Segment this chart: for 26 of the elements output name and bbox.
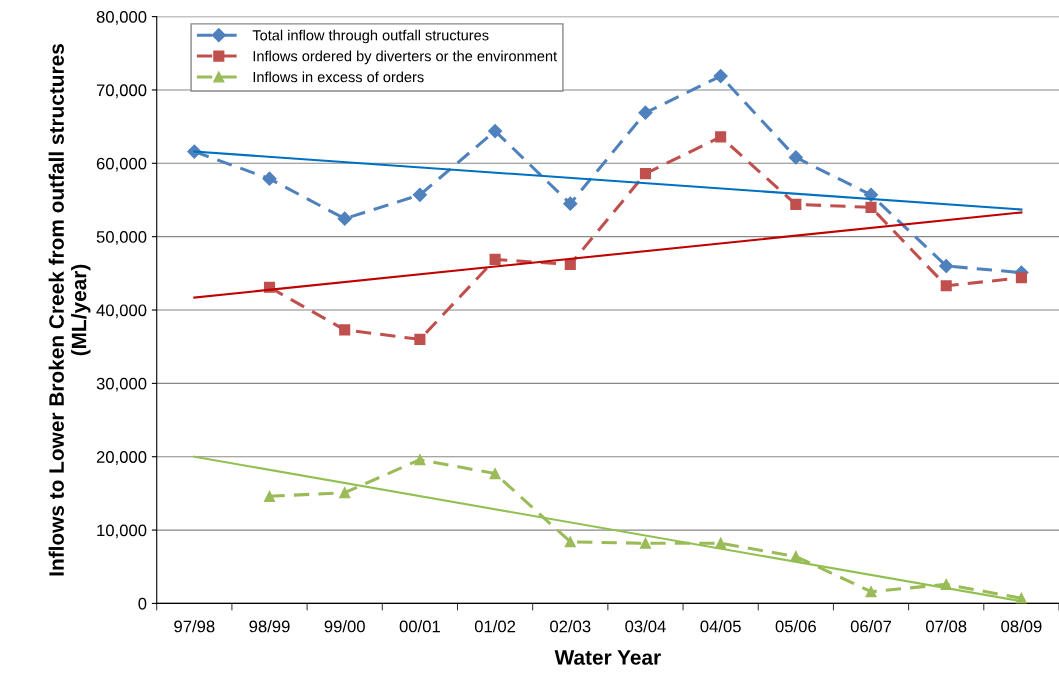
x-tick-label: 99/00 — [324, 620, 365, 633]
x-tick-label: 07/08 — [926, 620, 967, 633]
y-tick-label: 70,000 — [96, 84, 147, 99]
x-tick-label: 03/04 — [625, 620, 666, 633]
y-tick-label: 60,000 — [96, 157, 147, 172]
y-tick-label: 40,000 — [96, 304, 147, 319]
y-axis-title: Inflows to Lower Broken Creek from outfall structures (ML/year) — [48, 44, 91, 576]
x-tick-label: 08/09 — [1001, 620, 1042, 633]
x-tick-label: 04/05 — [700, 620, 741, 633]
y-tick-label: 30,000 — [96, 377, 147, 392]
y-tick-label: 80,000 — [96, 11, 147, 25]
y-tick-label: 0 — [138, 597, 147, 610]
y-tick-label: 20,000 — [96, 451, 147, 465]
y-tick-label: 10,000 — [97, 524, 147, 539]
legend-label: Total inflow through outfall structures — [252, 29, 489, 44]
x-tick-label: 01/02 — [474, 620, 516, 633]
x-tick-label: 05/06 — [775, 620, 816, 633]
y-tick-label: 50,000 — [96, 231, 147, 245]
x-tick-label: 06/07 — [850, 620, 892, 633]
x-tick-label: 00/01 — [399, 620, 440, 633]
legend-label: Inflows in excess of orders — [253, 71, 424, 83]
x-tick-label: 98/99 — [249, 620, 290, 633]
x-tick-label: 02/03 — [550, 620, 591, 633]
x-axis-title: Water Year — [554, 650, 661, 665]
legend-label: Inflows ordered by diverters or the environment — [253, 50, 558, 65]
x-tick-label: 97/98 — [174, 620, 215, 633]
